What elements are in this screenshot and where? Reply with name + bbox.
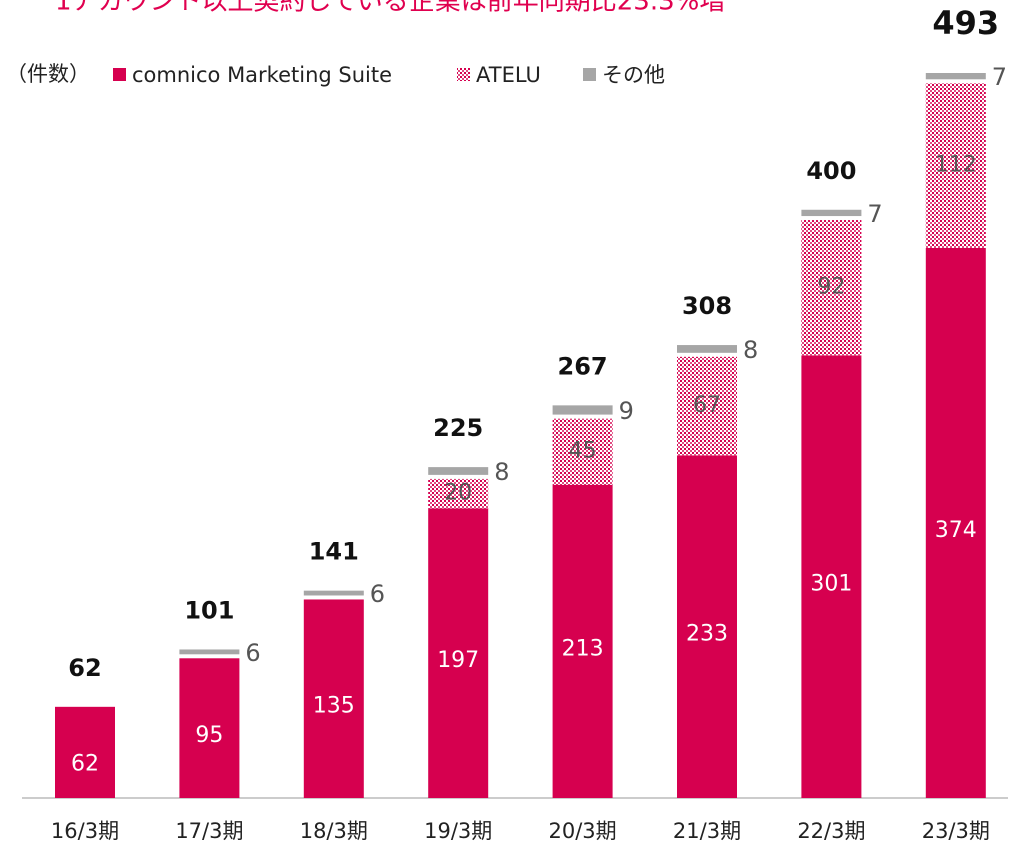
x-tick-label: 22/3期 xyxy=(797,819,865,843)
total-label: 101 xyxy=(184,596,234,624)
legend-label: comnico Marketing Suite xyxy=(132,63,392,87)
segment-label: 95 xyxy=(195,723,223,748)
total-label: 62 xyxy=(68,654,101,682)
legend-swatch xyxy=(583,68,596,81)
segment-label: 45 xyxy=(569,439,597,464)
segment-label: 7 xyxy=(992,63,1007,91)
total-label: 267 xyxy=(558,352,608,380)
bar-segment xyxy=(552,418,613,485)
total-label: 141 xyxy=(309,538,359,566)
bar-segment xyxy=(801,220,862,356)
x-tick-label: 17/3期 xyxy=(175,819,243,843)
segment-label: 6 xyxy=(370,580,385,608)
total-label: 225 xyxy=(433,414,483,442)
segment-label: 213 xyxy=(562,636,604,661)
bar-segment xyxy=(179,649,240,655)
segment-label: 112 xyxy=(935,153,977,178)
segment-label: 8 xyxy=(743,336,758,364)
bar-segment xyxy=(801,355,862,798)
bar-segment xyxy=(677,345,737,353)
bar-segment xyxy=(55,706,115,798)
bar-segment xyxy=(677,455,737,798)
unit-label: （件数） xyxy=(6,62,90,86)
segment-label: 6 xyxy=(245,639,260,667)
x-tick-label: 18/3期 xyxy=(300,819,368,843)
bar-segment xyxy=(552,484,613,798)
bar-segment xyxy=(179,658,240,798)
segment-label: 135 xyxy=(313,694,355,719)
segment-label: 20 xyxy=(444,481,472,506)
bar-segment xyxy=(428,478,489,509)
segment-label: 8 xyxy=(494,458,509,486)
segment-label: 374 xyxy=(935,518,977,543)
legend-label: ATELU xyxy=(476,63,541,87)
bar-segment xyxy=(428,508,489,798)
segment-label: 7 xyxy=(867,200,882,228)
x-tick-label: 16/3期 xyxy=(51,819,119,843)
segment-label: 233 xyxy=(686,622,728,647)
x-tick-label: 19/3期 xyxy=(424,819,492,843)
bar-segment xyxy=(428,467,489,475)
chart-title: 1アカウント以上契約している企業は前年同期比23.3%増 xyxy=(55,0,725,17)
bar-segment xyxy=(801,209,862,217)
bar-segment xyxy=(303,599,364,798)
legend-swatch xyxy=(113,68,126,81)
bar-segment xyxy=(303,590,364,596)
segment-label: 62 xyxy=(71,751,99,776)
legend-swatch xyxy=(457,68,470,81)
bar-segment xyxy=(925,73,986,80)
total-label: 493 xyxy=(932,4,999,42)
total-label: 308 xyxy=(682,292,732,320)
bar-segment xyxy=(677,356,737,456)
total-label: 400 xyxy=(806,157,856,185)
bar-segment xyxy=(552,405,613,415)
segment-label: 9 xyxy=(619,397,634,425)
bar-segment xyxy=(925,83,986,248)
x-tick-label: 23/3期 xyxy=(922,819,990,843)
segment-label: 92 xyxy=(817,275,845,300)
segment-label: 67 xyxy=(693,393,721,418)
segment-label: 301 xyxy=(810,572,852,597)
segment-label: 197 xyxy=(437,648,479,673)
x-tick-label: 21/3期 xyxy=(673,819,741,843)
bar-segment xyxy=(925,248,986,798)
x-tick-label: 20/3期 xyxy=(549,819,617,843)
legend-label: その他 xyxy=(602,63,665,87)
